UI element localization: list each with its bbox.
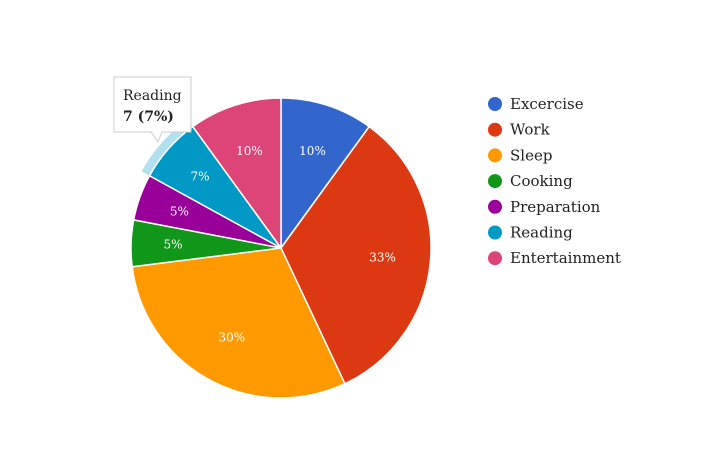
- slice-label-sleep: 30%: [219, 330, 246, 344]
- legend-label-excercise: Excercise: [510, 95, 584, 113]
- slice-label-excercise: 10%: [299, 144, 326, 158]
- legend-label-reading: Reading: [510, 224, 573, 242]
- legend-swatch-excercise: [488, 97, 502, 111]
- legend-swatch-work: [488, 122, 502, 137]
- legend: Excercise Work Sleep Cooking Preparation Read…: [488, 95, 621, 267]
- slice-labels: 10% 33% 30% 5% 5% 7% 10%: [164, 144, 396, 344]
- slice-highlight-reading: [141, 119, 193, 176]
- slice-label-preparation: 5%: [170, 204, 189, 218]
- legend-swatch-reading: [488, 225, 502, 240]
- legend-item-excercise[interactable]: Excercise: [488, 95, 584, 113]
- legend-swatch-cooking: [488, 174, 502, 189]
- legend-item-reading[interactable]: Reading: [488, 224, 573, 242]
- legend-label-sleep: Sleep: [510, 146, 552, 164]
- legend-swatch-entertainment: [488, 251, 502, 266]
- slice-label-cooking: 5%: [164, 238, 183, 252]
- slice-label-reading: 7%: [190, 170, 209, 184]
- slice-label-entertainment: 10%: [236, 144, 263, 158]
- pie-slice-excercise[interactable]: [280, 97, 371, 251]
- legend-item-entertainment[interactable]: Entertainment: [488, 249, 621, 267]
- legend-label-entertainment: Entertainment: [510, 249, 621, 267]
- legend-swatch-sleep: [488, 148, 502, 163]
- legend-item-sleep[interactable]: Sleep: [488, 146, 552, 164]
- pie-slice-sleep[interactable]: [131, 247, 346, 399]
- legend-item-work[interactable]: Work: [488, 121, 551, 139]
- pie-slices: [130, 97, 432, 399]
- legend-label-preparation: Preparation: [510, 198, 601, 216]
- tooltip-value: 7 (7%): [123, 109, 174, 125]
- tooltip: Reading 7 (7%): [113, 76, 192, 144]
- pie-slice-entertainment[interactable]: [191, 97, 282, 251]
- slice-label-work: 33%: [369, 251, 396, 265]
- legend-item-preparation[interactable]: Preparation: [488, 198, 601, 216]
- tooltip-category: Reading: [123, 88, 182, 104]
- legend-label-cooking: Cooking: [510, 172, 573, 190]
- pie-slice-work[interactable]: [280, 125, 432, 385]
- tooltip-box: [113, 76, 192, 144]
- legend-swatch-preparation: [488, 199, 502, 214]
- legend-item-cooking[interactable]: Cooking: [488, 172, 573, 190]
- legend-label-work: Work: [510, 121, 551, 139]
